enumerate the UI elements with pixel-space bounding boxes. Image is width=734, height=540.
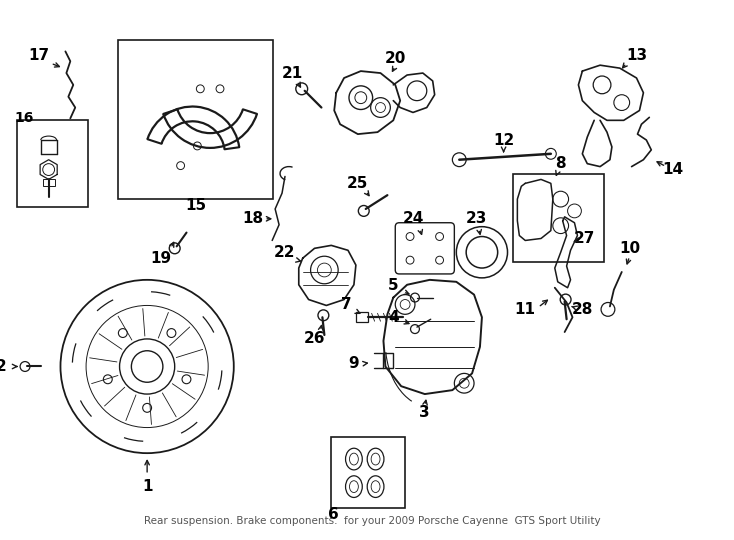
Text: 20: 20 — [385, 51, 406, 66]
Text: 15: 15 — [186, 199, 207, 213]
Bar — [356, 312, 368, 322]
Text: 27: 27 — [574, 231, 595, 246]
Bar — [117, 39, 273, 199]
Text: 10: 10 — [619, 241, 640, 256]
Text: 1: 1 — [142, 479, 153, 494]
Text: 22: 22 — [275, 245, 296, 260]
Bar — [43, 179, 54, 186]
Text: 12: 12 — [493, 132, 515, 147]
Text: 5: 5 — [388, 278, 399, 293]
Text: 21: 21 — [283, 65, 303, 80]
Text: 3: 3 — [420, 406, 430, 420]
Text: 25: 25 — [347, 176, 368, 191]
Text: 13: 13 — [626, 48, 647, 63]
Text: 8: 8 — [556, 156, 566, 171]
Text: 19: 19 — [150, 251, 172, 266]
Text: 24: 24 — [402, 211, 424, 226]
Bar — [17, 120, 88, 207]
Bar — [513, 173, 604, 262]
Text: 9: 9 — [349, 356, 359, 371]
Text: 4: 4 — [388, 310, 399, 325]
Bar — [331, 437, 405, 508]
Text: 16: 16 — [14, 111, 34, 125]
Text: 26: 26 — [304, 332, 325, 347]
Text: 28: 28 — [572, 302, 593, 317]
Text: 7: 7 — [341, 297, 352, 312]
Text: 18: 18 — [242, 211, 263, 226]
Text: 2: 2 — [0, 359, 7, 374]
Text: 14: 14 — [662, 162, 683, 177]
Text: 17: 17 — [28, 48, 49, 63]
Text: 6: 6 — [328, 507, 338, 522]
Text: Rear suspension. Brake components.  for your 2009 Porsche Cayenne  GTS Sport Uti: Rear suspension. Brake components. for y… — [145, 516, 601, 526]
Text: 11: 11 — [515, 302, 536, 317]
Text: 23: 23 — [465, 211, 487, 226]
